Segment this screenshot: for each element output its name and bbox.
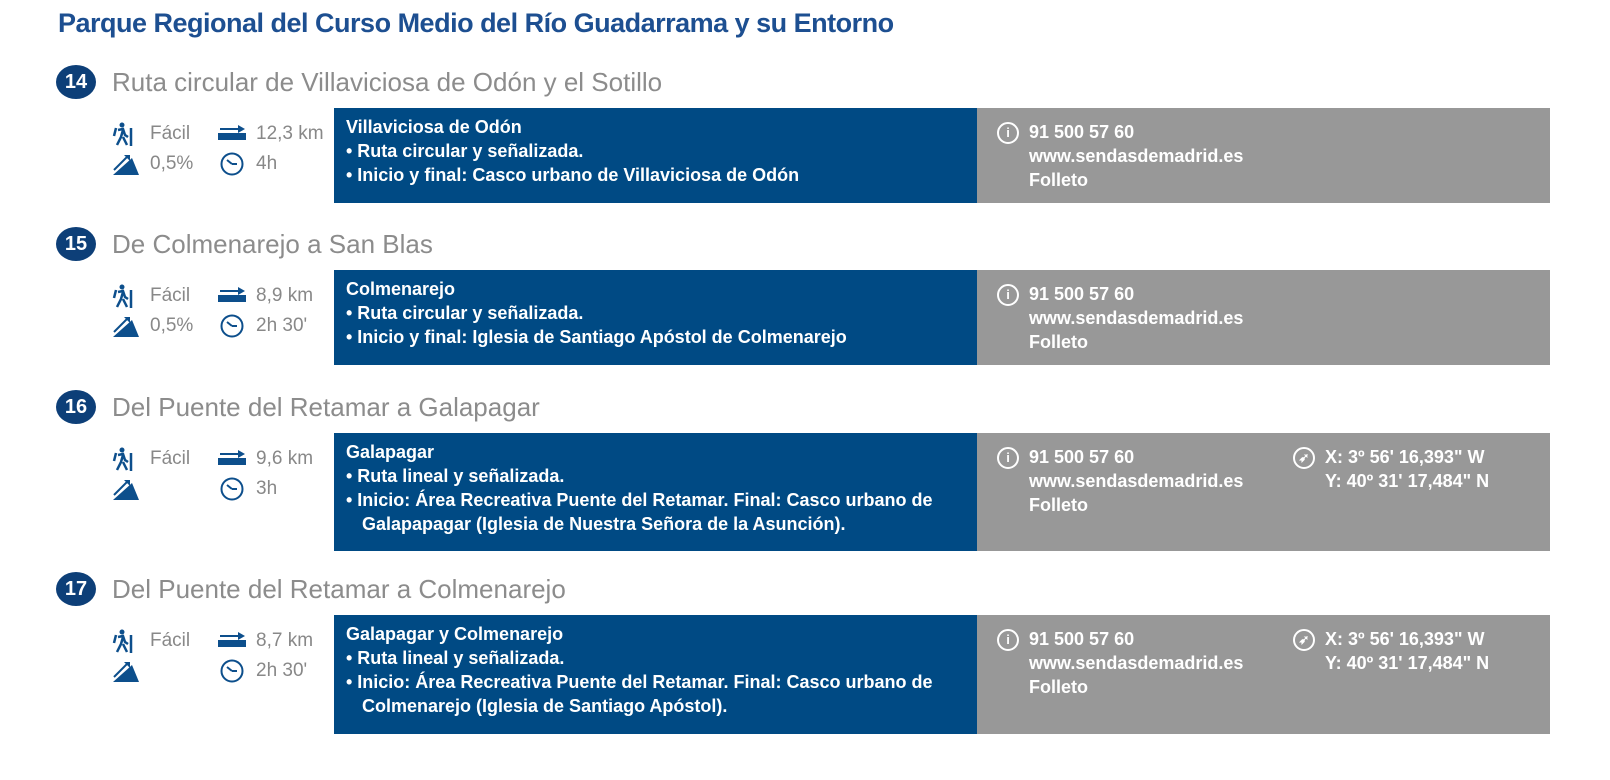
route-description: Galapagar • Ruta lineal y señalizada. • In…	[334, 433, 977, 551]
coord-y: Y: 40º 31' 17,484" N	[1325, 653, 1490, 673]
route-number-badge: 14	[56, 65, 96, 99]
route-header: 16 Del Puente del Retamar a Galapagar	[56, 389, 540, 425]
route-title: Ruta circular de Villaviciosa de Odón y …	[112, 66, 663, 97]
route-detail: • Inicio: Área Recreativa Puente del Ret…	[346, 672, 933, 716]
route-description: Colmenarejo • Ruta circular y señalizada.…	[334, 270, 977, 365]
duration: 2h 30'	[256, 315, 308, 336]
route-contact: i 91 500 57 60 www.sendasdemadrid.es Follet…	[977, 615, 1550, 734]
hiker-icon	[112, 629, 133, 653]
route-place: Galapagar y Colmenarejo	[346, 624, 564, 644]
clock-icon	[220, 314, 244, 338]
difficulty: Fácil	[150, 448, 191, 469]
distance-icon	[218, 632, 246, 647]
slope-icon	[113, 317, 139, 337]
distance-icon	[218, 450, 246, 465]
route-place: Colmenarejo	[346, 279, 456, 299]
route-description: Villaviciosa de Odón • Ruta circular y se…	[334, 108, 977, 203]
page-title: Parque Regional del Curso Medio del Río …	[58, 8, 894, 38]
route-number-badge: 17	[56, 572, 96, 606]
route-title: Del Puente del Retamar a Galapagar	[112, 391, 540, 422]
compass-icon: ➶	[1293, 447, 1315, 469]
duration: 3h	[256, 478, 278, 499]
info-icon: i	[997, 447, 1019, 469]
coordinates: ➶ X: 3º 56' 16,393" W Y: 40º 31' 17,484" N	[1293, 627, 1489, 675]
info-icon: i	[997, 629, 1019, 651]
distance-icon	[218, 125, 246, 140]
route-detail: • Inicio y final: Iglesia de Santiago Ap…	[346, 327, 847, 347]
route-number-badge: 16	[56, 390, 96, 424]
website-link[interactable]: www.sendasdemadrid.es	[1029, 146, 1244, 166]
distance: 8,7 km	[256, 630, 314, 651]
difficulty: Fácil	[150, 285, 191, 306]
hiker-icon	[112, 284, 133, 308]
route-title: De Colmenarejo a San Blas	[112, 228, 433, 259]
distance: 9,6 km	[256, 448, 314, 469]
info-icon: i	[997, 122, 1019, 144]
slope-icon	[113, 155, 139, 175]
difficulty: Fácil	[150, 630, 191, 651]
website-link[interactable]: www.sendasdemadrid.es	[1029, 471, 1244, 491]
info-icon: i	[997, 284, 1019, 306]
route-title: Del Puente del Retamar a Colmenarejo	[112, 573, 566, 604]
duration: 2h 30'	[256, 660, 308, 681]
slope-icon	[113, 662, 139, 682]
distance: 12,3 km	[256, 123, 324, 144]
brochure-link[interactable]: Folleto	[1029, 677, 1088, 697]
coord-y: Y: 40º 31' 17,484" N	[1325, 471, 1490, 491]
clock-icon	[220, 477, 244, 501]
coord-x: X: 3º 56' 16,393" W	[1325, 447, 1485, 467]
route-place: Galapagar	[346, 442, 435, 462]
clock-icon	[220, 659, 244, 683]
route-detail: • Ruta circular y señalizada.	[346, 303, 584, 323]
distance-icon	[218, 287, 246, 302]
slope: 0,5%	[150, 153, 194, 174]
route-number-badge: 15	[56, 227, 96, 261]
route-description: Galapagar y Colmenarejo • Ruta lineal y s…	[334, 615, 977, 734]
compass-icon: ➶	[1293, 629, 1315, 651]
phone: 91 500 57 60	[1029, 284, 1135, 304]
brochure-link[interactable]: Folleto	[1029, 332, 1088, 352]
route-header: 17 Del Puente del Retamar a Colmenarejo	[56, 571, 566, 607]
phone: 91 500 57 60	[1029, 629, 1135, 649]
route-header: 14 Ruta circular de Villaviciosa de Odón …	[56, 64, 662, 100]
distance: 8,9 km	[256, 285, 314, 306]
duration: 4h	[256, 153, 278, 174]
route-detail: • Inicio: Área Recreativa Puente del Ret…	[346, 490, 933, 534]
route-contact: i 91 500 57 60 www.sendasdemadrid.es Follet…	[977, 270, 1550, 365]
clock-icon	[220, 152, 244, 176]
hiker-icon	[112, 447, 133, 471]
hiker-icon	[112, 122, 133, 146]
coordinates: ➶ X: 3º 56' 16,393" W Y: 40º 31' 17,484" N	[1293, 445, 1489, 493]
route-contact: i 91 500 57 60 www.sendasdemadrid.es Follet…	[977, 433, 1550, 551]
route-header: 15 De Colmenarejo a San Blas	[56, 226, 433, 262]
route-detail: • Ruta lineal y señalizada.	[346, 648, 565, 668]
route-detail: • Inicio y final: Casco urbano de Villav…	[346, 165, 800, 185]
route-contact: i 91 500 57 60 www.sendasdemadrid.es Follet…	[977, 108, 1550, 203]
slope: 0,5%	[150, 315, 194, 336]
phone: 91 500 57 60	[1029, 122, 1135, 142]
coord-x: X: 3º 56' 16,393" W	[1325, 629, 1485, 649]
phone: 91 500 57 60	[1029, 447, 1135, 467]
route-detail: • Ruta circular y señalizada.	[346, 141, 584, 161]
brochure-link[interactable]: Folleto	[1029, 170, 1088, 190]
website-link[interactable]: www.sendasdemadrid.es	[1029, 308, 1244, 328]
slope-icon	[113, 480, 139, 500]
difficulty: Fácil	[150, 123, 191, 144]
website-link[interactable]: www.sendasdemadrid.es	[1029, 653, 1244, 673]
route-detail: • Ruta lineal y señalizada.	[346, 466, 565, 486]
route-place: Villaviciosa de Odón	[346, 117, 522, 137]
brochure-link[interactable]: Folleto	[1029, 495, 1088, 515]
